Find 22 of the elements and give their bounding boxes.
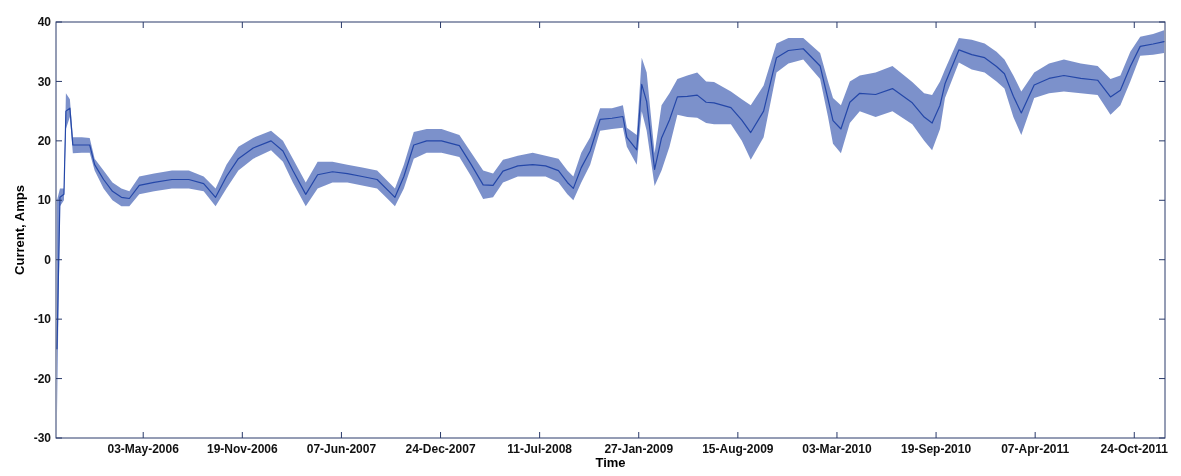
- x-tick-label: 03-Mar-2010: [802, 442, 872, 456]
- y-tick-label: -20: [33, 371, 52, 386]
- x-tick-label: 27-Jan-2009: [604, 442, 674, 456]
- y-tick-label: 0: [44, 252, 52, 267]
- x-tick-label: 07-Jun-2007: [306, 442, 377, 456]
- x-tick-label: 15-Aug-2009: [702, 442, 774, 456]
- x-axis-title: Time: [595, 455, 626, 470]
- x-tick-label: 19-Nov-2006: [206, 442, 278, 456]
- x-tick-label: 03-May-2006: [107, 442, 180, 456]
- y-axis-title: Current, Amps: [12, 185, 27, 275]
- x-tick-label: 07-Apr-2011: [1001, 442, 1070, 456]
- y-tick-label: -10: [33, 312, 52, 327]
- x-tick-label: 24-Oct-2011: [1100, 442, 1169, 456]
- y-tick-label: -30: [33, 431, 52, 446]
- y-tick-label: 30: [37, 74, 52, 89]
- line-series: [56, 41, 1165, 350]
- y-tick-label: 20: [37, 134, 52, 149]
- x-tick-label: 11-Jul-2008: [507, 442, 573, 456]
- x-tick-label: 19-Sep-2010: [901, 442, 972, 456]
- y-tick-label: 10: [37, 193, 52, 208]
- y-tick-label: 40: [37, 15, 52, 30]
- x-tick-label: 24-Dec-2007: [405, 442, 476, 456]
